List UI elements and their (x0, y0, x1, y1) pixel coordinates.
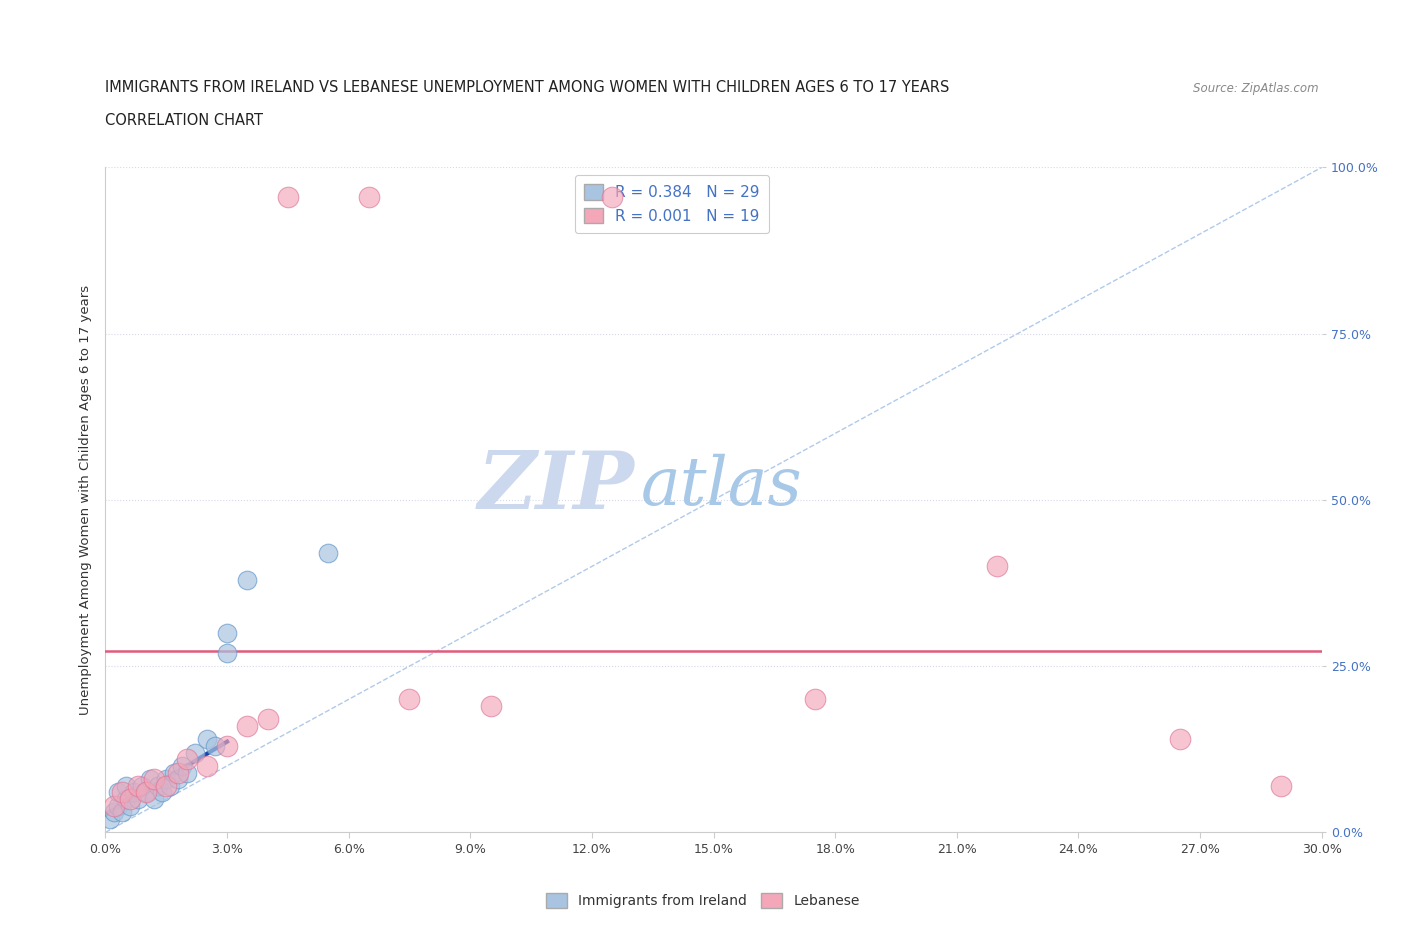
Point (155, 772, 177, 787)
Point (111, 785, 134, 800)
Point (98, 812, 121, 827)
Point (176, 751, 198, 766)
Text: CORRELATION CHART: CORRELATION CHART (105, 113, 263, 128)
Point (139, 772, 162, 787)
Y-axis label: Unemployment Among Women with Children Ages 6 to 17 years: Unemployment Among Women with Children A… (79, 285, 93, 715)
Point (107, 785, 129, 800)
Point (236, 572, 259, 587)
Point (118, 798, 141, 813)
Point (204, 738, 226, 753)
Point (143, 772, 166, 787)
Point (277, 190, 299, 205)
Point (167, 765, 190, 780)
Point (183, 745, 205, 760)
Point (127, 791, 149, 806)
Text: atlas: atlas (641, 454, 803, 519)
Point (167, 772, 190, 787)
Point (176, 765, 198, 780)
Point (150, 785, 173, 800)
Point (107, 798, 129, 813)
Point (217, 626, 239, 641)
Point (1168, 732, 1191, 747)
Point (217, 645, 239, 660)
Point (103, 798, 125, 813)
Point (479, 698, 502, 713)
Point (163, 765, 186, 780)
Point (217, 738, 239, 753)
Point (131, 778, 153, 793)
Point (135, 785, 157, 800)
Point (127, 778, 149, 793)
Point (135, 785, 157, 800)
Point (398, 692, 420, 707)
Point (155, 778, 177, 793)
Point (122, 785, 145, 800)
Point (195, 732, 218, 747)
Point (986, 559, 1008, 574)
Point (1270, 778, 1292, 793)
Point (114, 778, 136, 793)
Point (256, 711, 278, 726)
Point (159, 778, 181, 793)
Legend: R = 0.384   N = 29, R = 0.001   N = 19: R = 0.384 N = 29, R = 0.001 N = 19 (575, 175, 769, 233)
Point (118, 791, 141, 806)
Point (146, 778, 169, 793)
Text: IMMIGRANTS FROM IRELAND VS LEBANESE UNEMPLOYMENT AMONG WOMEN WITH CHILDREN AGES : IMMIGRANTS FROM IRELAND VS LEBANESE UNEM… (105, 80, 950, 95)
Text: Source: ZipAtlas.com: Source: ZipAtlas.com (1194, 82, 1319, 95)
Point (172, 759, 194, 774)
Point (114, 791, 136, 806)
Point (600, 190, 623, 205)
Point (318, 546, 340, 561)
Point (357, 190, 380, 205)
Point (236, 719, 259, 734)
Legend: Immigrants from Ireland, Lebanese: Immigrants from Ireland, Lebanese (541, 888, 865, 914)
Text: ZIP: ZIP (478, 448, 634, 525)
Point (103, 805, 125, 820)
Point (143, 791, 166, 806)
Point (111, 805, 134, 820)
Point (804, 692, 827, 707)
Point (195, 759, 218, 774)
